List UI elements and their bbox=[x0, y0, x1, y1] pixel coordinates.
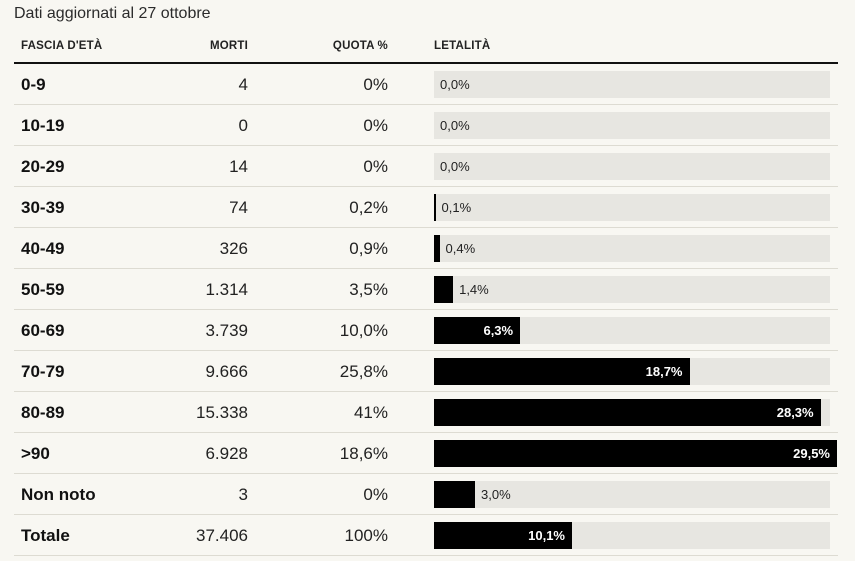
lethality-value-label: 18,7% bbox=[645, 364, 683, 379]
lethality-bar bbox=[434, 317, 521, 344]
lethality-value-label: 0,1% bbox=[441, 200, 472, 215]
share-value: 41% bbox=[353, 403, 388, 422]
update-note: Dati aggiornati al 27 ottobre bbox=[14, 5, 211, 22]
lethality-bar bbox=[434, 235, 440, 262]
table-row: 0-9 4 0% 0,0% bbox=[14, 64, 838, 105]
age-band-label: 80-89 bbox=[21, 403, 65, 422]
header-age: FASCIA D'ETÀ bbox=[21, 40, 103, 52]
lethality-bar-track: 0,0% bbox=[434, 112, 830, 139]
lethality-bar bbox=[434, 399, 821, 426]
share-value: 0% bbox=[363, 75, 388, 94]
lethality-bar-track: 18,7% bbox=[434, 358, 830, 385]
lethality-bar-track: 0,4% bbox=[434, 235, 830, 262]
deaths-value: 9.666 bbox=[205, 362, 248, 381]
share-value: 0,9% bbox=[349, 239, 388, 258]
table-header: FASCIA D'ETÀ MORTI QUOTA % LETALITÀ bbox=[14, 36, 838, 64]
age-band-label: 10-19 bbox=[21, 116, 65, 135]
age-band-label: 60-69 bbox=[21, 321, 65, 340]
lethality-value-label: 0,4% bbox=[445, 241, 476, 256]
table-row: 20-29 14 0% 0,0% bbox=[14, 146, 838, 187]
age-band-label: 30-39 bbox=[21, 198, 65, 217]
deaths-value: 4 bbox=[238, 75, 248, 94]
deaths-value: 1.314 bbox=[205, 280, 248, 299]
lethality-bar-track: 0,0% bbox=[434, 153, 830, 180]
table-row: Totale 37.406 100% 10,1% bbox=[14, 515, 838, 556]
age-band-label: 20-29 bbox=[21, 157, 65, 176]
age-band-label: 70-79 bbox=[21, 362, 65, 381]
age-band-label: Non noto bbox=[21, 485, 96, 504]
header-deaths: MORTI bbox=[209, 40, 248, 52]
table-row: 70-79 9.666 25,8% 18,7% bbox=[14, 351, 838, 392]
lethality-bar-track: 10,1% bbox=[434, 522, 830, 549]
age-band-label: 40-49 bbox=[21, 239, 65, 258]
lethality-bar bbox=[434, 276, 454, 303]
table-row: >90 6.928 18,6% 29,5% bbox=[14, 433, 838, 474]
table-row: 50-59 1.314 3,5% 1,4% bbox=[14, 269, 838, 310]
lethality-value-label: 6,3% bbox=[483, 323, 514, 338]
table-row: 10-19 0 0% 0,0% bbox=[14, 105, 838, 146]
deaths-value: 3.739 bbox=[205, 321, 248, 340]
lethality-bar-track: 29,5% bbox=[434, 440, 837, 467]
age-band-label: 50-59 bbox=[21, 280, 65, 299]
table-row: 60-69 3.739 10,0% 6,3% bbox=[14, 310, 838, 351]
lethality-bar bbox=[434, 358, 690, 385]
lethality-value-label: 29,5% bbox=[793, 446, 830, 461]
age-band-label: 0-9 bbox=[21, 75, 46, 94]
lethality-bar-track: 28,3% bbox=[434, 399, 830, 426]
share-value: 3,5% bbox=[349, 280, 388, 299]
table-row: 30-39 74 0,2% 0,1% bbox=[14, 187, 838, 228]
lethality-bar bbox=[434, 481, 475, 508]
lethality-value-label: 0,0% bbox=[440, 77, 470, 92]
lethality-bar-track: 0,1% bbox=[434, 194, 830, 221]
lethality-bar-track: 6,3% bbox=[434, 317, 830, 344]
lethality-bar bbox=[434, 194, 436, 221]
lethality-value-label: 10,1% bbox=[528, 528, 565, 543]
table-row: Non noto 3 0% 3,0% bbox=[14, 474, 838, 515]
deaths-value: 3 bbox=[238, 485, 248, 504]
share-value: 25,8% bbox=[339, 362, 388, 381]
lethality-bar bbox=[434, 522, 572, 549]
table-row: 80-89 15.338 41% 28,3% bbox=[14, 392, 838, 433]
lethality-bar-track: 1,4% bbox=[434, 276, 830, 303]
age-band-label: Totale bbox=[21, 526, 70, 545]
lethality-bar-track: 0,0% bbox=[434, 71, 830, 98]
share-value: 10,0% bbox=[339, 321, 388, 340]
deaths-value: 0 bbox=[238, 116, 248, 135]
deaths-value: 14 bbox=[229, 157, 248, 176]
deaths-value: 15.338 bbox=[196, 403, 248, 422]
header-lethality: LETALITÀ bbox=[434, 40, 491, 52]
lethality-value-label: 0,0% bbox=[440, 118, 470, 133]
deaths-value: 6.928 bbox=[205, 444, 248, 463]
share-value: 0% bbox=[363, 157, 388, 176]
age-band-label: >90 bbox=[21, 444, 50, 463]
share-value: 0,2% bbox=[349, 198, 388, 217]
header-share: QUOTA % bbox=[332, 40, 388, 52]
table-row: 40-49 326 0,9% 0,4% bbox=[14, 228, 838, 269]
lethality-value-label: 28,3% bbox=[776, 405, 814, 420]
lethality-value-label: 1,4% bbox=[459, 282, 489, 297]
lethality-value-label: 3,0% bbox=[481, 487, 511, 502]
table-body: 0-9 4 0% 0,0% 10-19 0 0% 0,0% 20-29 14 0% 0,0% 30-39… bbox=[14, 64, 838, 556]
share-value: 100% bbox=[344, 526, 388, 545]
deaths-value: 74 bbox=[229, 198, 248, 217]
deaths-value: 37.406 bbox=[196, 526, 248, 545]
lethality-value-label: 0,0% bbox=[440, 159, 470, 174]
lethality-bar bbox=[434, 440, 837, 467]
share-value: 18,6% bbox=[339, 444, 388, 463]
deaths-value: 326 bbox=[219, 239, 248, 258]
lethality-bar-track: 3,0% bbox=[434, 481, 830, 508]
share-value: 0% bbox=[363, 116, 388, 135]
share-value: 0% bbox=[363, 485, 388, 504]
